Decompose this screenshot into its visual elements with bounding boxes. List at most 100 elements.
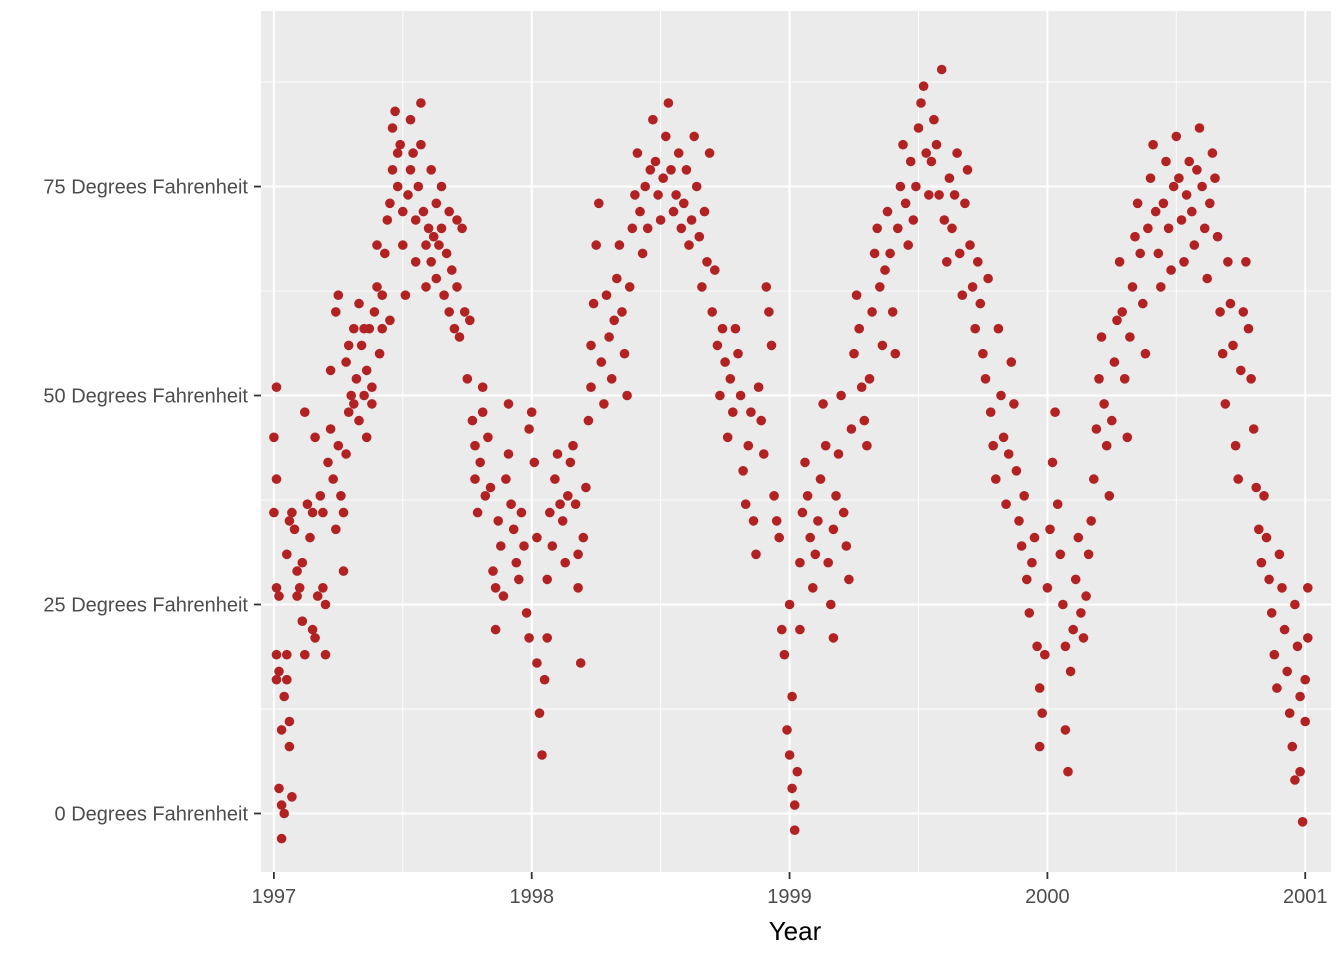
data-point: [681, 165, 692, 175]
data-point: [1277, 583, 1287, 593]
data-point: [795, 557, 805, 568]
data-point: [594, 198, 604, 209]
data-point: [813, 516, 823, 526]
data-point: [756, 415, 766, 426]
data-point: [1187, 206, 1197, 217]
x-tick-label: 1999: [767, 886, 812, 908]
data-point: [784, 599, 795, 610]
data-point: [413, 181, 424, 192]
data-point: [359, 390, 369, 401]
data-point: [939, 215, 950, 225]
data-point: [282, 649, 292, 660]
data-point: [480, 491, 491, 501]
data-point: [1140, 348, 1151, 359]
data-point: [284, 741, 295, 752]
data-point: [1042, 583, 1053, 593]
data-point: [627, 223, 638, 234]
data-point: [423, 223, 434, 234]
data-point: [382, 215, 393, 225]
data-point: [431, 273, 442, 284]
data-point: [787, 691, 797, 702]
data-point: [828, 524, 839, 535]
data-point: [1236, 365, 1246, 376]
data-point: [1181, 190, 1192, 200]
data-point: [300, 407, 310, 418]
data-point: [771, 516, 782, 526]
data-point: [663, 98, 674, 108]
data-point: [1068, 624, 1078, 635]
data-point: [287, 792, 297, 802]
data-point: [1143, 223, 1153, 234]
data-point: [815, 474, 826, 484]
data-point: [477, 382, 488, 393]
data-point: [921, 148, 931, 158]
data-point: [759, 449, 769, 459]
data-point: [1060, 725, 1071, 735]
data-point: [532, 532, 542, 543]
data-point: [1104, 491, 1115, 501]
data-point: [284, 516, 295, 526]
data-point: [1091, 424, 1102, 434]
data-point: [511, 557, 522, 568]
data-point: [859, 415, 870, 426]
data-point: [452, 282, 462, 292]
data-point: [1220, 399, 1231, 409]
data-point: [416, 98, 426, 108]
data-point: [519, 541, 529, 551]
data-point: [836, 390, 846, 401]
data-point: [1003, 449, 1014, 459]
data-point: [310, 633, 320, 643]
data-point: [908, 215, 919, 225]
data-point: [658, 173, 668, 183]
data-point: [328, 474, 339, 484]
data-point: [588, 298, 599, 309]
data-point: [289, 524, 300, 535]
data-point: [1163, 223, 1174, 234]
data-point: [1243, 323, 1254, 334]
data-point: [300, 649, 310, 660]
data-point: [459, 307, 470, 317]
data-point: [769, 491, 779, 501]
data-point: [1295, 691, 1305, 702]
data-point: [490, 624, 501, 635]
data-point: [704, 148, 715, 158]
data-point: [676, 223, 687, 234]
data-point: [619, 348, 630, 359]
data-points: [269, 64, 1313, 844]
data-point: [552, 449, 563, 459]
data-point: [372, 282, 382, 292]
data-point: [555, 499, 565, 510]
data-point: [390, 106, 400, 117]
data-point: [364, 323, 375, 334]
data-point: [351, 374, 362, 384]
data-point: [444, 206, 455, 217]
data-point: [529, 457, 540, 468]
data-point: [398, 240, 408, 250]
data-point: [271, 382, 282, 393]
data-point: [792, 766, 803, 777]
data-point: [872, 223, 882, 234]
data-point: [725, 374, 736, 384]
data-point: [632, 148, 643, 158]
data-point: [810, 549, 821, 560]
data-point: [699, 206, 710, 217]
data-point: [805, 532, 815, 543]
data-point: [604, 332, 614, 342]
data-point: [573, 583, 583, 593]
data-point: [952, 148, 962, 158]
data-point: [898, 139, 908, 150]
data-point: [581, 482, 591, 493]
data-point: [575, 658, 586, 668]
data-point: [1205, 198, 1215, 209]
data-point: [854, 323, 864, 334]
data-point: [338, 566, 349, 576]
data-point: [470, 440, 480, 451]
data-point: [431, 198, 442, 209]
data-point: [336, 491, 346, 501]
data-point: [550, 474, 560, 484]
data-point: [279, 691, 290, 702]
data-point: [1266, 608, 1277, 618]
data-point: [1040, 649, 1050, 660]
